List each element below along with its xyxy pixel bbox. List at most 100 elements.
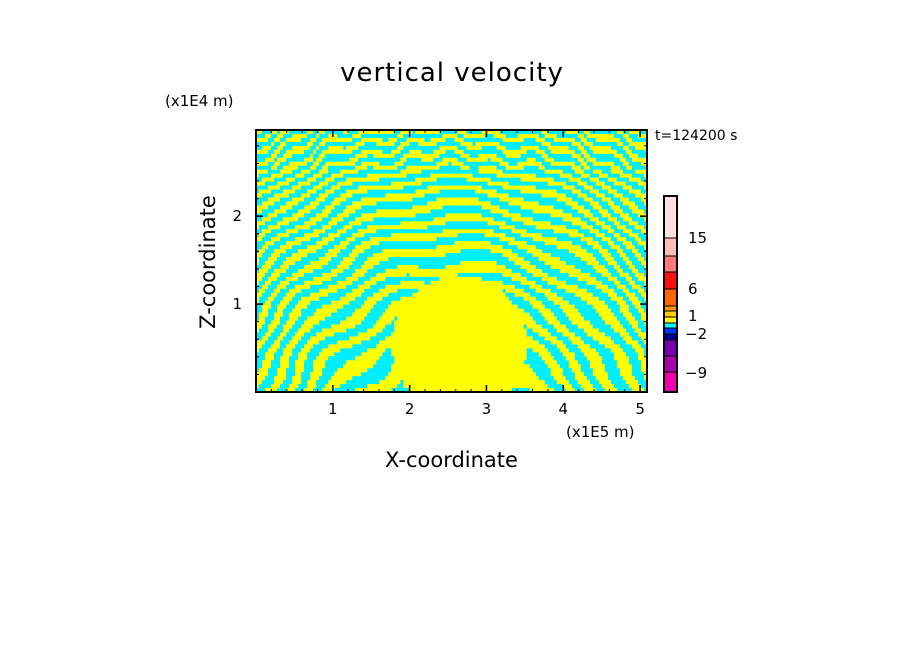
field-cell: [436, 332, 440, 337]
field-cell: [322, 205, 326, 210]
field-cell: [391, 197, 395, 202]
field-cell: [277, 368, 281, 373]
field-cell: [424, 145, 428, 151]
field-cell: [313, 165, 317, 171]
field-cell: [334, 264, 338, 270]
field-cell: [328, 324, 332, 329]
field-cell: [445, 356, 449, 361]
field-cell: [328, 372, 332, 377]
field-cell: [346, 241, 350, 246]
field-cell: [280, 344, 284, 349]
field-cell: [463, 165, 468, 171]
field-cell: [382, 284, 386, 290]
field-cell: [415, 217, 419, 222]
field-cell: [331, 328, 335, 333]
field-cell: [457, 344, 462, 349]
field-cell: [448, 241, 452, 246]
field-cell: [319, 312, 323, 318]
field-cell: [475, 241, 480, 246]
field-cell: [277, 177, 281, 183]
field-cell: [406, 145, 410, 151]
field-cell: [385, 312, 389, 318]
field-cell: [457, 332, 462, 337]
field-cell: [478, 233, 483, 238]
field-cell: [277, 288, 281, 294]
field-cell: [454, 376, 459, 381]
field-cell: [463, 133, 468, 139]
field-cell: [364, 201, 368, 206]
field-cell: [274, 221, 278, 226]
field-cell: [298, 177, 302, 183]
field-cell: [436, 384, 440, 389]
field-cell: [313, 157, 317, 163]
field-cell: [451, 292, 456, 298]
field-cell: [403, 264, 407, 270]
field-cell: [367, 288, 371, 294]
field-cell: [460, 264, 465, 270]
field-cell: [364, 360, 368, 365]
field-cell: [334, 284, 338, 290]
field-cell: [448, 372, 452, 377]
field-cell: [463, 288, 468, 294]
field-cell: [316, 360, 320, 365]
field-cell: [301, 185, 305, 191]
field-cell: [283, 249, 287, 254]
field-cell: [451, 193, 456, 198]
field-cell: [349, 137, 353, 143]
field-cell: [349, 225, 353, 230]
field-cell: [298, 336, 302, 341]
field-cell: [280, 316, 284, 322]
field-cell: [454, 292, 459, 298]
field-cell: [391, 284, 395, 290]
field-cell: [322, 189, 326, 195]
field-cell: [472, 205, 477, 210]
field-cell: [256, 268, 260, 274]
field-cell: [418, 296, 422, 302]
field-cell: [304, 141, 308, 147]
field-cell: [328, 133, 332, 139]
field-cell: [382, 261, 386, 266]
field-cell: [388, 137, 392, 143]
field-cell: [397, 141, 401, 147]
field-cell: [472, 284, 477, 290]
field-cell: [346, 141, 350, 147]
field-cell: [376, 169, 380, 175]
field-cell: [478, 316, 483, 322]
field-cell: [406, 300, 410, 306]
field-cell: [295, 312, 299, 318]
field-cell: [412, 336, 416, 341]
field-cell: [445, 133, 449, 139]
field-cell: [376, 130, 380, 135]
field-cell: [418, 181, 422, 187]
field-cell: [412, 209, 416, 214]
field-cell: [310, 149, 314, 155]
field-cell: [292, 153, 296, 159]
field-cell: [388, 173, 392, 179]
field-cell: [298, 217, 302, 222]
field-cell: [256, 296, 260, 302]
field-cell: [400, 221, 404, 226]
field-cell: [466, 137, 471, 143]
field-cell: [277, 372, 281, 377]
field-cell: [364, 193, 368, 198]
field-cell: [346, 332, 350, 337]
field-cell: [466, 372, 471, 377]
field-cell: [328, 384, 332, 389]
field-cell: [316, 268, 320, 274]
field-cell: [304, 137, 308, 143]
field-cell: [343, 197, 347, 202]
field-cell: [295, 149, 299, 155]
field-cell: [343, 261, 347, 266]
field-cell: [394, 328, 398, 333]
field-cell: [289, 344, 293, 349]
field-cell: [295, 201, 299, 206]
field-cell: [343, 221, 347, 226]
field-cell: [313, 388, 317, 393]
field-cell: [256, 217, 260, 222]
field-cell: [436, 130, 440, 135]
field-cell: [427, 268, 431, 274]
field-cell: [394, 312, 398, 318]
field-cell: [352, 177, 356, 183]
field-cell: [319, 272, 323, 278]
